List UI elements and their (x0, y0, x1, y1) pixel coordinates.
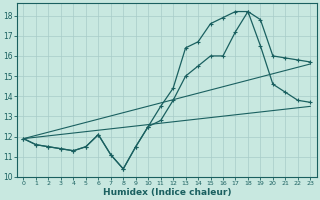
X-axis label: Humidex (Indice chaleur): Humidex (Indice chaleur) (103, 188, 231, 197)
